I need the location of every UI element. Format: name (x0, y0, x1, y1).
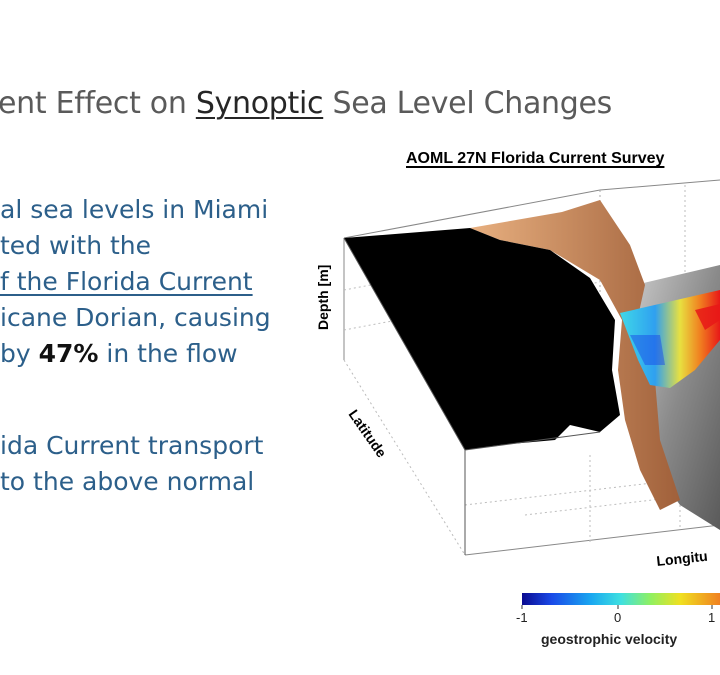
latitude-axis-label: Latitude (346, 407, 390, 461)
bullet-text: al sea levels in Miami ted with the f th… (0, 192, 300, 500)
bullet-line-underlined: f the Florida Current (0, 267, 253, 296)
colorbar-title: geostrophic velocity (541, 631, 678, 647)
slide-title-part2: Sea Level Changes (323, 86, 612, 121)
colorbar-tick-label: 1 (708, 610, 716, 625)
bullet-line: ida Current transport (0, 431, 264, 460)
land-mass (344, 228, 620, 450)
bullet-line: al sea levels in Miami (0, 195, 269, 224)
bullet-text-pre: by (0, 339, 39, 368)
depth-axis-label: Depth [m] (315, 265, 331, 330)
longitude-axis-label: Longitu (656, 548, 709, 569)
colorbar-tick-label: 0 (614, 610, 622, 625)
colorbar (522, 593, 720, 605)
bullet-line: icane Dorian, causing (0, 303, 271, 332)
slide-title-underlined: Synoptic (195, 86, 324, 121)
bullet-line-percent: by 47% in the flow (0, 336, 300, 372)
slide-title: ent Effect on Synoptic Sea Level Changes (0, 86, 612, 121)
colorbar-ticks (521, 605, 713, 609)
slide-title-part1: ent Effect on (0, 86, 196, 121)
percent-value: 47% (38, 339, 99, 368)
bullet-text-post: in the flow (98, 339, 238, 368)
velocity-core (695, 304, 720, 330)
shelf-slope (470, 200, 680, 510)
velocity-deep (630, 335, 665, 365)
axis-front-edges (343, 237, 601, 555)
bullet-line: to the above normal (0, 467, 255, 496)
figure-title: AOML 27N Florida Current Survey (406, 150, 665, 167)
survey-3d-figure: Depth [m] Latitude Longitu (315, 179, 720, 609)
bullet-spacer (0, 372, 300, 428)
bullet-line: ted with the (0, 231, 152, 260)
colorbar-tick-label: -1 (516, 610, 528, 625)
